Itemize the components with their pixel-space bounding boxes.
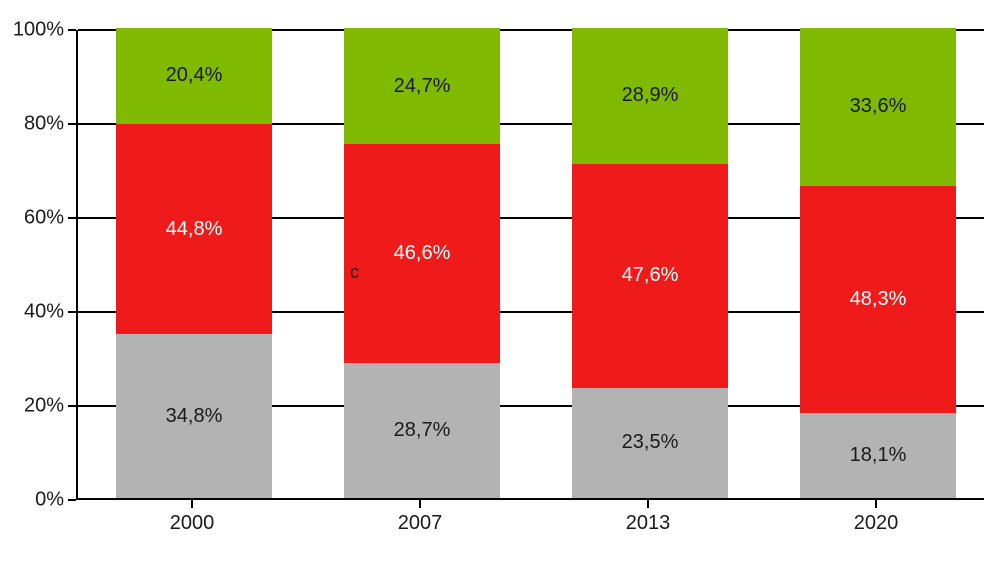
bar-segment-grey: 34,8% — [116, 334, 272, 498]
stray-text: c — [350, 262, 359, 283]
y-axis-label: 40% — [24, 301, 64, 324]
x-axis-tick — [875, 500, 877, 508]
bar-segment-green: 33,6% — [800, 28, 956, 186]
y-axis-label: 60% — [24, 207, 64, 230]
bar-segment-grey: 28,7% — [344, 363, 500, 498]
bar-segment-value: 44,8% — [166, 218, 223, 241]
bar-segment-green: 24,7% — [344, 28, 500, 144]
bar-segment-value: 48,3% — [850, 288, 907, 311]
y-axis-tick — [68, 29, 76, 31]
y-axis-tick — [68, 311, 76, 313]
y-axis-label: 100% — [13, 19, 64, 42]
y-axis-label: 0% — [35, 489, 64, 512]
bar-segment-value: 47,6% — [622, 264, 679, 287]
x-axis-tick — [647, 500, 649, 508]
bar: 23,5% 47,6% 28,9% — [572, 28, 728, 498]
bar-segment-value: 18,1% — [850, 444, 907, 467]
y-axis-label: 80% — [24, 113, 64, 136]
bar: 18,1% 48,3% 33,6% — [800, 28, 956, 498]
x-axis-label: 2007 — [398, 512, 443, 535]
y-axis-tick — [68, 405, 76, 407]
bar-segment-value: 20,4% — [166, 64, 223, 87]
y-axis-tick — [68, 123, 76, 125]
x-axis-label: 2000 — [170, 512, 215, 535]
bar-segment-value: 23,5% — [622, 431, 679, 454]
bar-segment-value: 33,6% — [850, 95, 907, 118]
bar-segment-green: 20,4% — [116, 28, 272, 124]
bar-segment-grey: 23,5% — [572, 388, 728, 498]
bar-segment-red: 47,6% — [572, 164, 728, 388]
bar-segment-value: 24,7% — [394, 75, 451, 98]
bar-segment-grey: 18,1% — [800, 413, 956, 498]
x-axis-label: 2020 — [854, 512, 899, 535]
bar-segment-green: 28,9% — [572, 28, 728, 164]
bar: 34,8% 44,8% 20,4% — [116, 28, 272, 498]
bar-segment-value: 34,8% — [166, 405, 223, 428]
bar-segment-value: 28,7% — [394, 419, 451, 442]
y-axis-label: 20% — [24, 395, 64, 418]
y-axis-tick — [68, 217, 76, 219]
bar-segment-red: 44,8% — [116, 124, 272, 335]
bar-segment-value: 28,9% — [622, 84, 679, 107]
plot-area: 34,8% 44,8% 20,4% 28,7% 46,6% 24,7% 23,5% 47,6%… — [76, 30, 984, 500]
bar-segment-red: 46,6% — [344, 144, 500, 363]
bar: 28,7% 46,6% 24,7% — [344, 28, 500, 498]
bar-segment-value: 46,6% — [394, 242, 451, 265]
bar-segment-red: 48,3% — [800, 186, 956, 413]
x-axis-tick — [191, 500, 193, 508]
stacked-bar-chart: 34,8% 44,8% 20,4% 28,7% 46,6% 24,7% 23,5% 47,6%… — [0, 0, 1000, 562]
x-axis-label: 2013 — [626, 512, 671, 535]
y-axis-tick — [68, 499, 76, 501]
x-axis-tick — [419, 500, 421, 508]
